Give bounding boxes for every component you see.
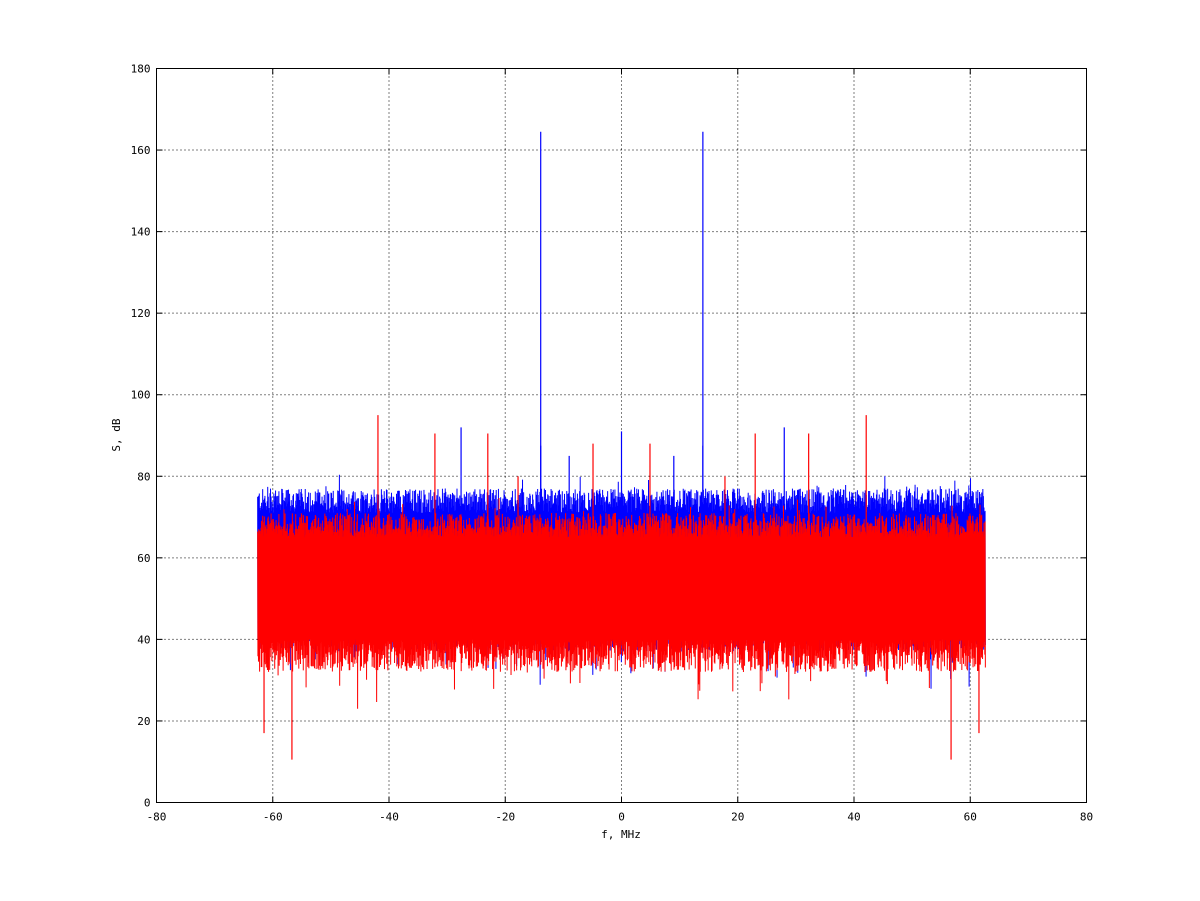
x-tick-label: 0 [618, 811, 625, 824]
x-tick-label: -40 [379, 811, 399, 824]
y-tick-label: 120 [131, 307, 151, 320]
x-axis-label: f, MHz [601, 828, 641, 841]
x-tick-label: 60 [964, 811, 977, 824]
y-tick-label: 80 [137, 470, 150, 483]
series-layer [257, 131, 986, 760]
y-tick-label: 40 [137, 633, 150, 646]
y-tick-label: 0 [144, 797, 151, 810]
y-tick-label: 100 [131, 389, 151, 402]
y-tick-label: 180 [131, 63, 151, 76]
series-red-trace [257, 497, 986, 709]
y-tick-label: 60 [137, 552, 150, 565]
x-tick-label: -60 [263, 811, 283, 824]
x-tick-label: 20 [731, 811, 744, 824]
x-tick-label: -80 [147, 811, 167, 824]
x-tick-label: -20 [495, 811, 515, 824]
y-axis-label: S, dB [110, 418, 123, 451]
y-tick-label: 20 [137, 715, 150, 728]
x-tick-label: 80 [1080, 811, 1093, 824]
y-tick-label: 160 [131, 144, 151, 157]
ticks: -80 -60 -40 -20 0 20 40 60 80 0 20 40 60 80 100 120 140 1… [131, 63, 1094, 824]
x-tick-label: 40 [847, 811, 860, 824]
y-tick-label: 140 [131, 226, 151, 239]
